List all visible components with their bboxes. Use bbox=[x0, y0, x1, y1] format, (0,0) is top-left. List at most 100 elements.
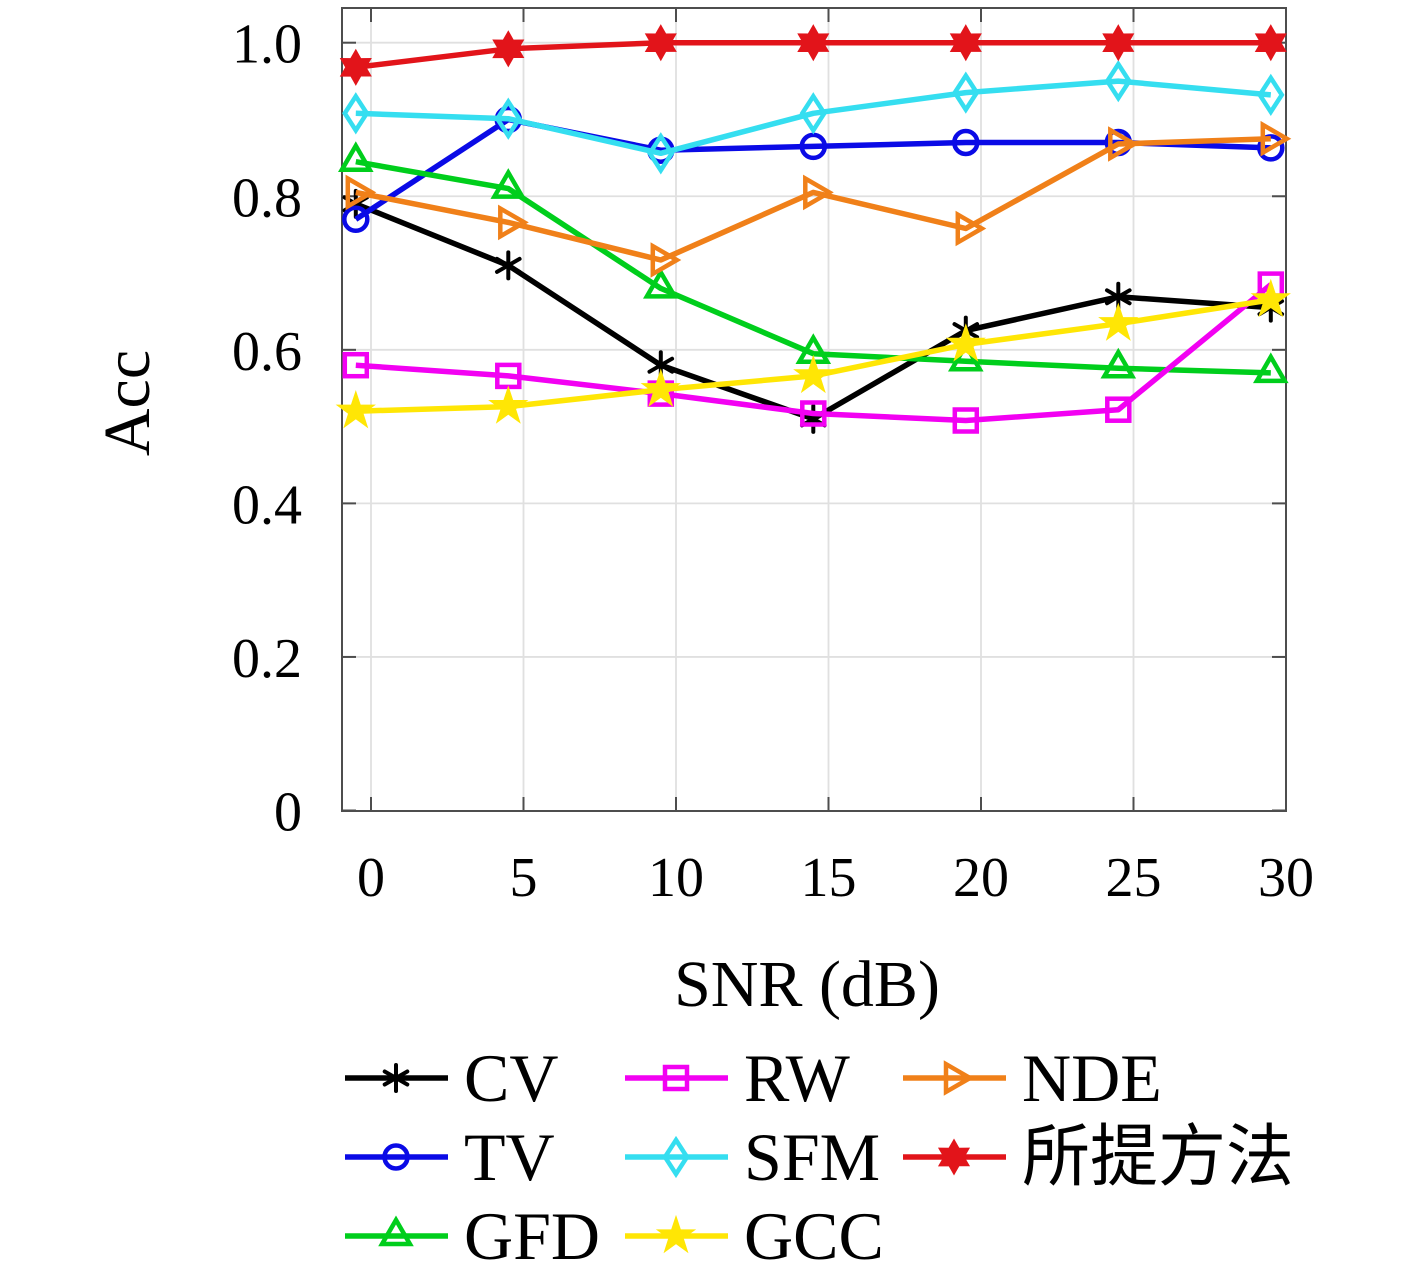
series-layer bbox=[335, 24, 1292, 434]
y-tick-label: 0.4 bbox=[232, 474, 302, 536]
marker-所提方法-20 bbox=[949, 24, 982, 62]
legend-swatch-CV bbox=[345, 1063, 448, 1093]
series-SFM bbox=[342, 59, 1285, 175]
marker-GFD-30 bbox=[1252, 352, 1289, 384]
legend-swatch-GCC bbox=[625, 1214, 728, 1254]
marker-NDE-30 bbox=[1260, 120, 1292, 157]
square-marker bbox=[662, 1064, 690, 1092]
legend-item-CV: CV bbox=[345, 1040, 558, 1116]
legend-swatch-GFD bbox=[345, 1215, 448, 1247]
marker-RW-15 bbox=[800, 400, 827, 427]
series-CV bbox=[342, 188, 1285, 434]
legend-swatch-SFM bbox=[625, 1135, 728, 1179]
marker-TV-30 bbox=[1257, 134, 1285, 162]
legend-label-RW: RW bbox=[744, 1040, 850, 1116]
series-line-SFM bbox=[355, 78, 1272, 157]
legend-label-NDE: NDE bbox=[1022, 1040, 1162, 1116]
legend-label-GFD: GFD bbox=[464, 1198, 601, 1274]
series-GCC bbox=[335, 278, 1291, 429]
marker-所提方法-10 bbox=[644, 24, 677, 62]
x-tick-label: 15 bbox=[801, 847, 857, 909]
circle-marker bbox=[382, 1143, 410, 1171]
marker-SFM-0 bbox=[342, 92, 370, 135]
marker-TV-20 bbox=[952, 128, 980, 157]
x-tick-label: 20 bbox=[953, 847, 1009, 909]
marker-所提方法-30 bbox=[1254, 24, 1287, 62]
x-tick-labels: 0 5 10 15 20 25 30 bbox=[357, 847, 1314, 909]
series-line-GFD bbox=[355, 158, 1271, 376]
marker-NDE-0 bbox=[345, 174, 377, 211]
marker-SFM-25 bbox=[1104, 59, 1132, 103]
marker-GCC-25 bbox=[1098, 302, 1139, 341]
x-tick-label: 25 bbox=[1106, 847, 1162, 909]
legend-swatch-NDE bbox=[903, 1060, 1006, 1096]
y-tick-label: 0 bbox=[274, 782, 302, 844]
marker-所提方法-0 bbox=[339, 48, 372, 86]
marker-GFD-25 bbox=[1100, 347, 1137, 379]
legend-item-RW: RW bbox=[625, 1040, 850, 1116]
marker-RW-25 bbox=[1105, 396, 1132, 423]
marker-SFM-20 bbox=[952, 71, 980, 114]
marker-GCC-15 bbox=[793, 354, 834, 394]
marker-NDE-5 bbox=[498, 204, 529, 241]
y-tick-label: 1.0 bbox=[232, 14, 302, 76]
marker-CV-5 bbox=[494, 250, 522, 281]
y-tick-label: 0.2 bbox=[232, 628, 302, 690]
hexagram-marker bbox=[937, 1138, 971, 1176]
y-tick-labels: 0 0.2 0.4 0.6 0.8 1.0 bbox=[232, 14, 302, 844]
marker-RW-20 bbox=[952, 407, 980, 434]
marker-GFD-0 bbox=[337, 141, 374, 172]
triangle-up-marker bbox=[378, 1215, 414, 1247]
marker-所提方法-5 bbox=[492, 30, 525, 68]
y-axis-title: Acc bbox=[91, 349, 164, 457]
legend-swatch-RW bbox=[625, 1064, 728, 1092]
marker-GFD-10 bbox=[642, 267, 679, 299]
marker-TV-15 bbox=[799, 132, 828, 161]
legend-item-GCC: GCC bbox=[625, 1198, 884, 1274]
legend-label-GCC: GCC bbox=[744, 1198, 884, 1274]
marker-TV-0 bbox=[342, 205, 370, 234]
y-tick-label: 0.6 bbox=[232, 321, 302, 383]
marker-GCC-5 bbox=[488, 385, 529, 424]
x-tick-label: 0 bbox=[357, 847, 385, 909]
star5-marker bbox=[655, 1214, 697, 1254]
marker-SFM-5 bbox=[494, 97, 522, 140]
marker-NDE-10 bbox=[650, 242, 682, 278]
marker-SFM-10 bbox=[647, 132, 675, 175]
marker-所提方法-15 bbox=[797, 24, 830, 62]
series-line-NDE bbox=[355, 135, 1271, 263]
marker-SFM-30 bbox=[1257, 73, 1285, 117]
marker-NDE-25 bbox=[1108, 126, 1139, 162]
marker-NDE-15 bbox=[803, 174, 834, 211]
diamond-marker bbox=[662, 1135, 690, 1179]
legend-swatch-所提方法 bbox=[903, 1138, 1006, 1176]
x-axis-title: SNR (dB) bbox=[674, 948, 940, 1021]
x-tick-label: 30 bbox=[1258, 847, 1314, 909]
marker-GCC-30 bbox=[1250, 278, 1291, 318]
legend-swatch-TV bbox=[345, 1143, 448, 1171]
x-tick-label: 10 bbox=[648, 847, 704, 909]
marker-GCC-20 bbox=[945, 323, 986, 362]
triangle-right-marker bbox=[943, 1060, 975, 1096]
legend-label-TV: TV bbox=[464, 1119, 555, 1195]
plot-box bbox=[341, 7, 1287, 812]
marker-GCC-0 bbox=[335, 390, 376, 429]
x-tick-label: 5 bbox=[510, 847, 538, 909]
marker-GCC-10 bbox=[640, 368, 681, 407]
legend-label-SFM: SFM bbox=[744, 1119, 881, 1195]
marker-所提方法-25 bbox=[1102, 24, 1135, 62]
legend-label-CV: CV bbox=[464, 1040, 559, 1116]
marker-NDE-20 bbox=[955, 210, 987, 247]
series-line-RW bbox=[355, 282, 1273, 424]
series-NDE bbox=[345, 120, 1292, 278]
legend-item-TV: TV bbox=[345, 1119, 555, 1195]
asterisk-marker bbox=[382, 1063, 410, 1093]
legend-item-SFM: SFM bbox=[625, 1119, 880, 1195]
legend-label-所提方法: 所提方法 bbox=[1022, 1119, 1295, 1195]
marker-RW-0 bbox=[342, 351, 370, 379]
marker-SFM-15 bbox=[799, 92, 827, 135]
legend-item-NDE: NDE bbox=[903, 1040, 1162, 1116]
legend-item-所提方法: 所提方法 bbox=[903, 1119, 1294, 1195]
marker-GFD-5 bbox=[490, 168, 527, 199]
